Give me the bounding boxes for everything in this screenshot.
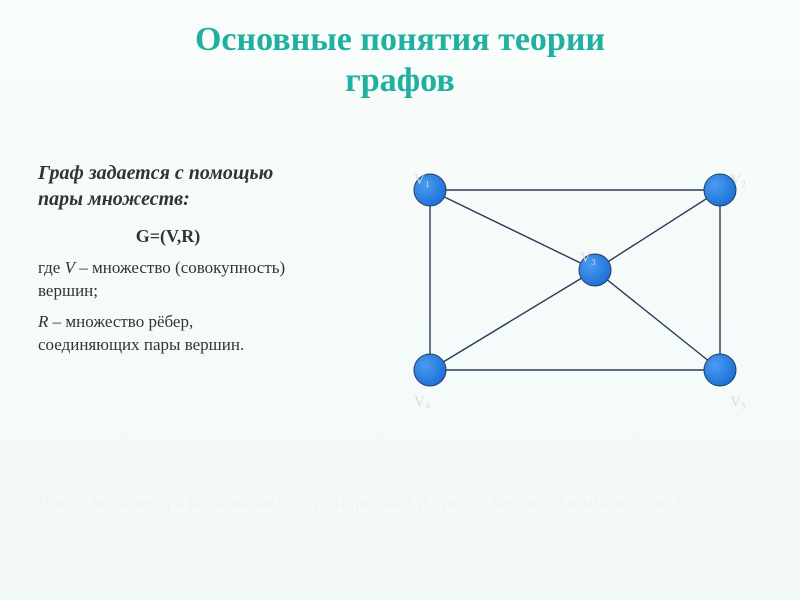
graph-node-label: V₂ <box>730 172 746 189</box>
graph-node-label: V₁ <box>414 172 430 189</box>
graph-node-label: V₅ <box>730 394 746 411</box>
title-line-2: графов <box>345 62 454 99</box>
definition-v: где V – множество (совокупность) вершин; <box>38 257 298 303</box>
footer-ghost-text: Число вершин графа называется его порядк… <box>38 490 758 516</box>
graph-node <box>704 354 736 386</box>
graph-node <box>414 354 446 386</box>
graph-edge <box>595 270 720 370</box>
slide-title: Основные понятия теории графов <box>0 0 800 102</box>
title-line-1: Основные понятия теории <box>195 21 605 58</box>
definition-r: R – множество рёбер, соединяющих пары ве… <box>38 311 298 357</box>
graph-edge <box>595 190 720 270</box>
graph-edge <box>430 190 595 270</box>
text-column: Граф задается с помощью пары множеств: G… <box>38 160 298 365</box>
graph-node-label: V₄ <box>414 394 430 411</box>
graph-node-label: V₃ <box>580 250 596 267</box>
intro-text: Граф задается с помощью пары множеств: <box>38 160 298 212</box>
formula: G=(V,R) <box>38 226 298 247</box>
graph-edge <box>430 270 595 370</box>
